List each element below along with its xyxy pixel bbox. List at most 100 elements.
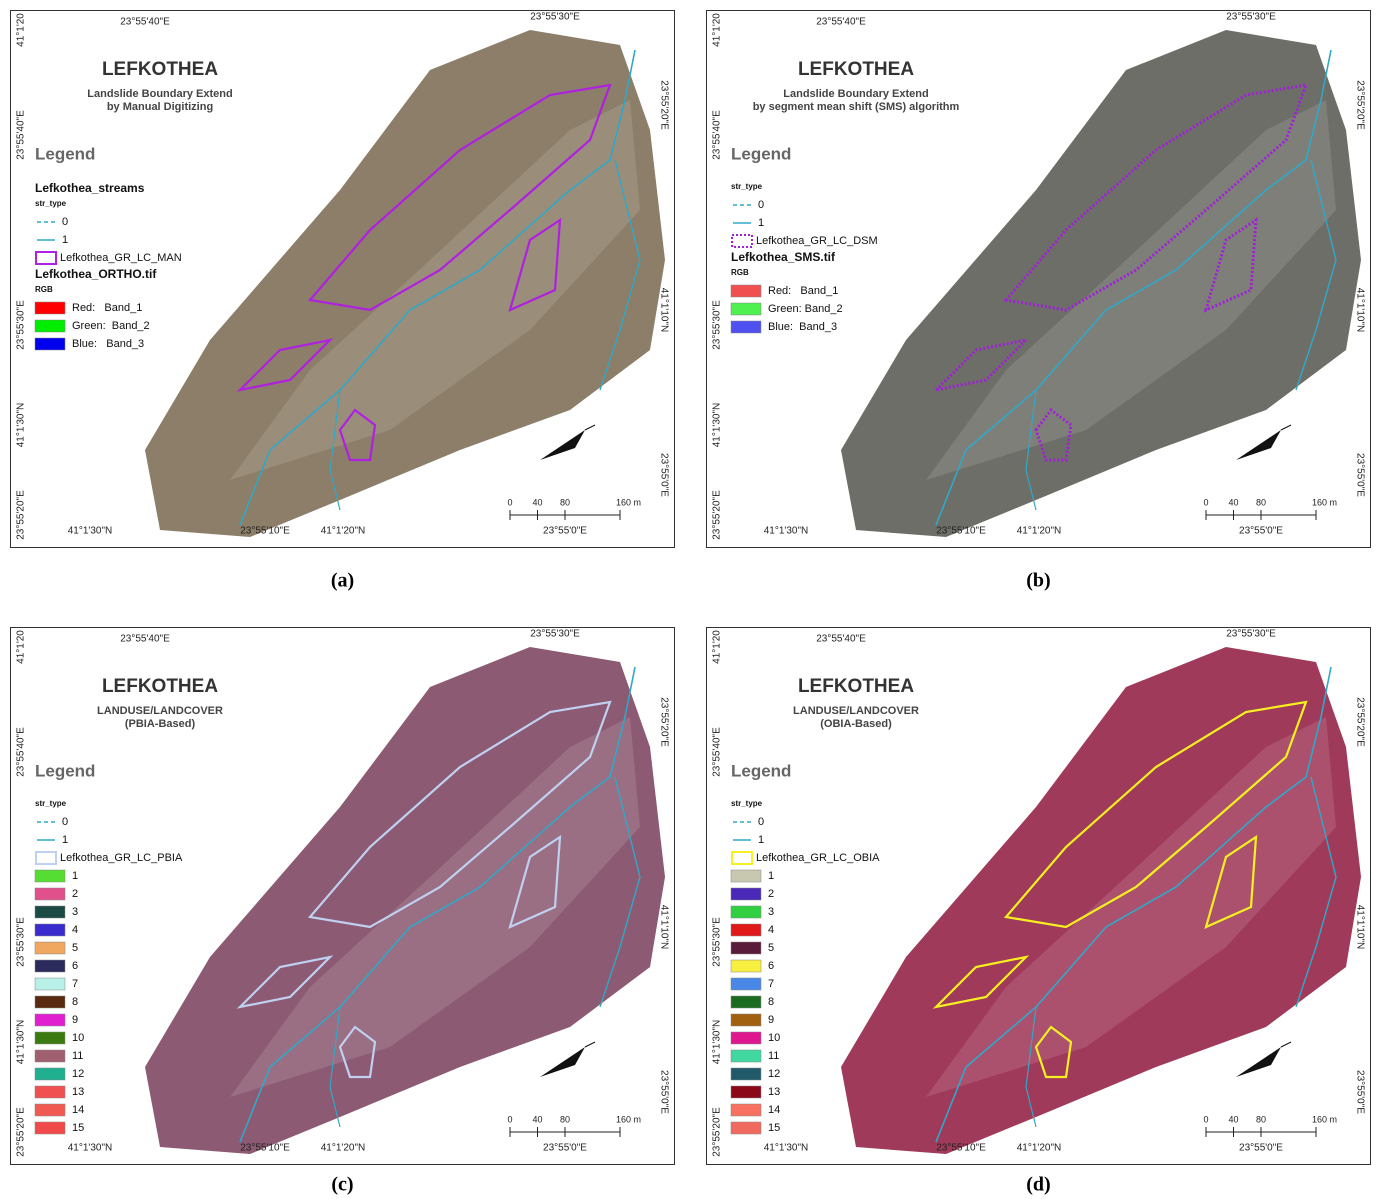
- legend-label: 10: [72, 1032, 84, 1044]
- coord-label: 23°55'0"E: [658, 1070, 669, 1114]
- legend-swatch: [35, 338, 65, 350]
- legend-field: str_type: [731, 182, 763, 191]
- map-subtitle: (PBIA-Based): [125, 718, 196, 730]
- coord-label: 41°1'20"N: [321, 1143, 366, 1154]
- panel-caption: (b): [1026, 570, 1050, 592]
- legend-label: Lefkothea_GR_LC_PBIA: [60, 852, 183, 864]
- map-panel: 23°55'40"E23°55'30"E41°1'2023°55'40"E23°…: [707, 628, 1371, 1165]
- legend-swatch: [731, 1122, 761, 1134]
- scale-label: 40: [532, 497, 542, 507]
- legend-label: 2: [72, 888, 78, 900]
- legend-field: RGB: [731, 268, 749, 277]
- legend-label: Red: Band_1: [768, 285, 838, 297]
- legend-swatch: [35, 320, 65, 332]
- scale-label: 80: [560, 497, 570, 507]
- coord-label: 41°1'30"N: [68, 526, 113, 537]
- legend-swatch: [731, 924, 761, 936]
- scale-label: 0: [1203, 497, 1208, 507]
- scale-label: 160 m: [1312, 1114, 1337, 1124]
- legend-label: 13: [768, 1086, 780, 1098]
- legend-label: 1: [62, 234, 68, 246]
- legend-label: Green: Band_2: [768, 303, 843, 315]
- panel-caption: (d): [1026, 1174, 1050, 1196]
- legend-label: 9: [768, 1014, 774, 1026]
- coord-label: 23°55'30"E: [1226, 12, 1276, 23]
- legend-swatch: [35, 870, 65, 882]
- legend-swatch: [731, 870, 761, 882]
- legend-label: Red: Band_1: [72, 302, 142, 314]
- legend-label: Lefkothea_GR_LC_DSM: [756, 235, 878, 247]
- legend-layer: Lefkothea_SMS.tif: [731, 250, 836, 264]
- legend-swatch: [731, 888, 761, 900]
- legend-swatch: [35, 924, 65, 936]
- legend-heading: Legend: [731, 761, 791, 780]
- legend-heading: Legend: [35, 144, 95, 163]
- legend-label: 0: [758, 199, 764, 211]
- coord-label: 41°1'10"N: [1354, 905, 1365, 950]
- coord-label: 41°1'30"N: [764, 1143, 809, 1154]
- coord-label: 41°1'20"N: [321, 526, 366, 537]
- coord-label: 23°55'20"E: [16, 490, 27, 540]
- legend-swatch: [731, 1032, 761, 1044]
- legend-swatch: [35, 1122, 65, 1134]
- legend-swatch: [35, 1032, 65, 1044]
- legend-label: Lefkothea_GR_LC_OBIA: [756, 852, 880, 864]
- map-panel: 23°55'40"E23°55'30"E41°1'2023°55'40"E23°…: [11, 628, 675, 1165]
- legend-layer: Lefkothea_streams: [35, 181, 145, 195]
- legend-field: RGB: [35, 285, 53, 294]
- map-subtitle: by segment mean shift (SMS) algorithm: [753, 101, 960, 113]
- legend-label: 12: [768, 1068, 780, 1080]
- coord-label: 41°1'30"N: [712, 1020, 723, 1065]
- coord-label: 23°55'0"E: [1354, 1070, 1365, 1114]
- coord-label: 41°1'20"N: [1017, 1143, 1062, 1154]
- legend-swatch: [731, 906, 761, 918]
- legend-label: 0: [62, 816, 68, 828]
- legend-label: 7: [768, 978, 774, 990]
- legend-label: 1: [62, 834, 68, 846]
- legend-label: 6: [72, 960, 78, 972]
- legend-label: 15: [768, 1122, 780, 1134]
- legend-layer: Lefkothea_ORTHO.tif: [35, 267, 157, 281]
- legend-swatch: [731, 1104, 761, 1116]
- scale-label: 80: [1256, 1114, 1266, 1124]
- legend-field: str_type: [35, 199, 67, 208]
- legend-swatch: [731, 978, 761, 990]
- legend-label: 15: [72, 1122, 84, 1134]
- legend-label: 3: [768, 906, 774, 918]
- legend-label: 4: [72, 924, 78, 936]
- coord-label: 41°1'10"N: [658, 905, 669, 950]
- map-subtitle: LANDUSE/LANDCOVER: [97, 705, 223, 717]
- scale-label: 80: [1256, 497, 1266, 507]
- legend-label: Green: Band_2: [72, 320, 150, 332]
- coord-label: 23°55'20"E: [712, 490, 723, 540]
- coord-label: 23°55'40"E: [120, 17, 170, 28]
- legend-swatch: [35, 942, 65, 954]
- coord-label: 23°55'20"E: [658, 80, 669, 130]
- legend-label: Blue: Band_3: [768, 321, 837, 333]
- scale-label: 0: [507, 497, 512, 507]
- coord-label: 23°55'40"E: [712, 727, 723, 777]
- legend-label: 2: [768, 888, 774, 900]
- legend-label: 0: [62, 216, 68, 228]
- legend-label: 13: [72, 1086, 84, 1098]
- coord-label: 23°55'20"E: [658, 697, 669, 747]
- legend-swatch: [731, 1086, 761, 1098]
- coord-label: 23°55'30"E: [530, 629, 580, 640]
- legend-swatch: [731, 960, 761, 972]
- legend-label: 11: [72, 1050, 83, 1062]
- map-subtitle: Landslide Boundary Extend: [87, 88, 232, 100]
- map-subtitle: Landslide Boundary Extend: [783, 88, 928, 100]
- legend-label: 1: [768, 870, 774, 882]
- coord-label: 23°55'30"E: [712, 917, 723, 967]
- coord-label: 23°55'20"E: [1354, 697, 1365, 747]
- coord-label: 41°1'20: [16, 13, 27, 47]
- legend-field: str_type: [731, 799, 763, 808]
- map-figure: 23°55'40"E 23°55'30"E 41°1'20 23°55'40"E 23°…: [0, 0, 1381, 1199]
- legend-swatch: [731, 285, 761, 297]
- coord-label: 23°55'30"E: [16, 300, 27, 350]
- scale-label: 40: [532, 1114, 542, 1124]
- coord-label: 41°1'20: [16, 630, 27, 664]
- map-subtitle: by Manual Digitizing: [107, 101, 213, 113]
- coord-label: 23°55'0"E: [543, 1143, 587, 1154]
- scale-label: 160 m: [616, 497, 641, 507]
